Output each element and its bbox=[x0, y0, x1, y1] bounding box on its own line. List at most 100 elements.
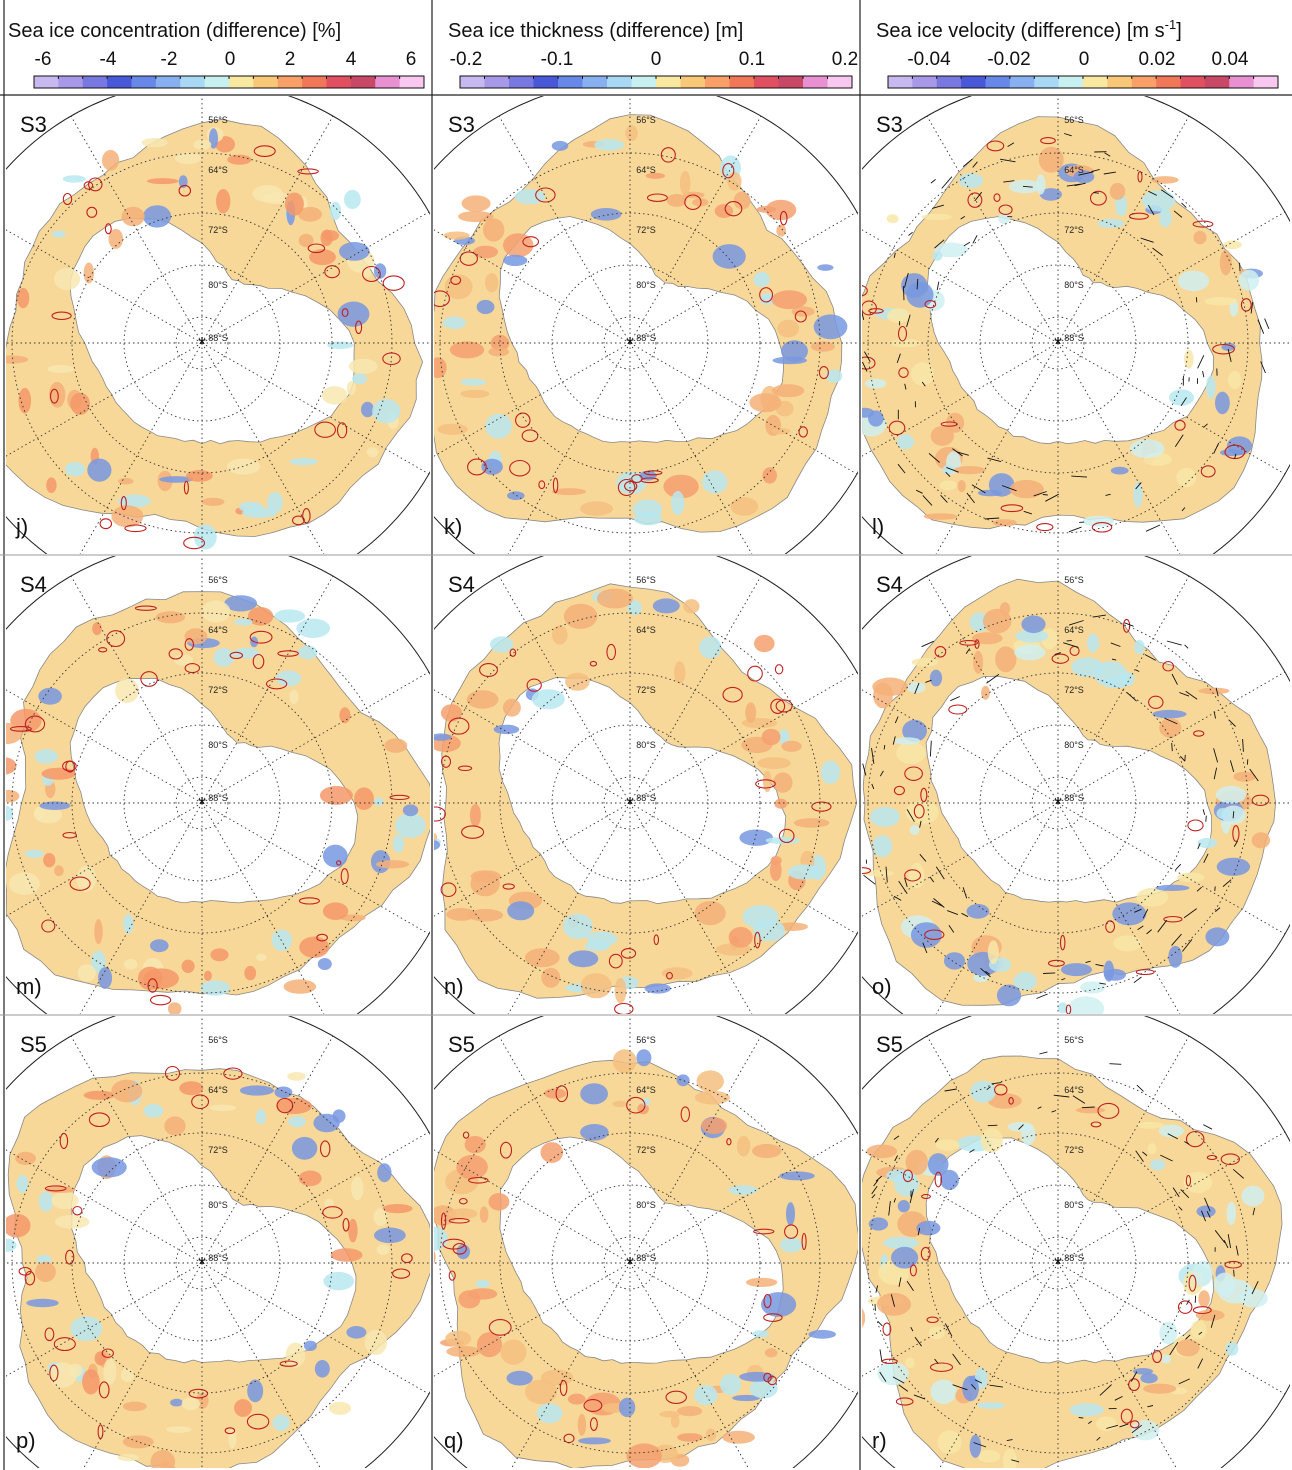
velocity-arrow bbox=[1202, 809, 1206, 816]
anomaly-patch bbox=[434, 733, 452, 741]
colorbar-swatch bbox=[1204, 76, 1230, 88]
latitude-label: 88°S bbox=[1064, 333, 1084, 343]
anomaly-patch bbox=[929, 669, 943, 687]
anomaly-patch bbox=[178, 175, 188, 189]
latitude-label: 80°S bbox=[636, 280, 656, 290]
velocity-arrow bbox=[1036, 993, 1048, 999]
latitude-label: 56°S bbox=[636, 115, 656, 125]
contour-line bbox=[778, 828, 795, 844]
velocity-arrow bbox=[1203, 423, 1208, 428]
latitude-ring bbox=[175, 776, 229, 830]
anomaly-patch bbox=[930, 1379, 957, 1405]
anomaly-patch bbox=[652, 598, 680, 614]
velocity-arrow bbox=[1078, 171, 1094, 176]
anomaly-patch bbox=[479, 1206, 489, 1223]
velocity-arrow bbox=[972, 235, 978, 244]
velocity-arrow bbox=[1210, 1314, 1216, 1328]
panel-letter: n) bbox=[444, 974, 464, 999]
velocity-arrow bbox=[892, 1376, 905, 1384]
anomaly-patch bbox=[762, 467, 777, 484]
contour-line bbox=[450, 275, 462, 285]
velocity-arrow bbox=[1235, 1245, 1239, 1256]
meridian-line bbox=[201, 342, 430, 475]
contour-line bbox=[1192, 1306, 1212, 1315]
colorbar-swatch bbox=[1229, 76, 1255, 88]
anomaly-patch bbox=[1159, 1321, 1178, 1345]
meridian-line bbox=[629, 342, 753, 554]
anomaly-patch bbox=[507, 491, 525, 501]
anomaly-patch bbox=[1220, 449, 1243, 457]
velocity-arrow bbox=[1227, 1234, 1232, 1249]
tick-label: 2 bbox=[285, 49, 296, 70]
contour-line bbox=[993, 193, 1001, 202]
meridian-line bbox=[935, 342, 1059, 554]
map-panel: * 56°S 64°S 72°S 80°S 88°S bbox=[6, 556, 430, 1014]
velocity-arrow bbox=[921, 640, 934, 648]
anomaly-patch bbox=[787, 864, 821, 880]
anomaly-patch bbox=[481, 458, 503, 475]
anomaly-patch bbox=[373, 1208, 388, 1226]
velocity-arrow bbox=[966, 492, 975, 504]
velocity-arrow bbox=[1063, 642, 1079, 648]
contour-line bbox=[1162, 661, 1175, 672]
velocity-arrow bbox=[1223, 1239, 1229, 1249]
contour-line bbox=[1163, 915, 1183, 923]
anomaly-patch bbox=[1140, 1373, 1158, 1384]
anomaly-patch bbox=[490, 636, 514, 653]
contour-line bbox=[49, 1364, 59, 1382]
latitude-label: 72°S bbox=[208, 685, 228, 695]
anomaly-patch bbox=[551, 140, 569, 151]
anomaly-patch bbox=[38, 1191, 54, 1212]
anomaly-patch bbox=[981, 685, 990, 700]
contour-line bbox=[640, 477, 659, 484]
contour-line bbox=[9, 726, 32, 732]
tick-label: 4 bbox=[346, 49, 357, 70]
contour-line bbox=[1224, 1260, 1242, 1269]
colorbar-swatch bbox=[729, 76, 755, 88]
contour-line bbox=[684, 194, 702, 210]
velocity-arrow bbox=[973, 1442, 987, 1448]
contour-line bbox=[920, 787, 928, 803]
meridian-line bbox=[201, 1035, 334, 1264]
meridian-line bbox=[434, 1262, 631, 1377]
contour-line bbox=[535, 187, 556, 203]
anomaly-patch bbox=[661, 967, 693, 980]
contour-line bbox=[191, 1094, 210, 1110]
anomaly-patch bbox=[596, 588, 633, 609]
latitude-label: 72°S bbox=[1064, 685, 1084, 695]
anomaly-patch bbox=[722, 1430, 755, 1444]
colorbar-swatch bbox=[509, 76, 534, 88]
velocity-arrow bbox=[1173, 210, 1183, 218]
latitude-label: 64°S bbox=[1064, 165, 1084, 175]
velocity-arrow bbox=[1131, 1424, 1143, 1434]
velocity-arrow bbox=[940, 494, 948, 503]
anomaly-patch bbox=[83, 1090, 116, 1100]
anomaly-patch bbox=[1233, 771, 1256, 782]
velocity-arrow bbox=[1233, 1269, 1235, 1277]
anomaly-patch bbox=[297, 645, 318, 660]
contour-line bbox=[1206, 1154, 1218, 1161]
anomaly-patch bbox=[502, 698, 521, 717]
anomaly-patch bbox=[1226, 1201, 1237, 1226]
anomaly-patch bbox=[705, 1428, 717, 1442]
anomaly-patch bbox=[992, 519, 1017, 527]
anomaly-patch bbox=[776, 224, 787, 237]
meridian-line bbox=[6, 229, 203, 344]
velocity-arrow bbox=[1180, 1189, 1190, 1199]
contour-line bbox=[994, 1084, 1008, 1096]
anomaly-patch bbox=[770, 859, 782, 882]
velocity-arrow bbox=[1042, 494, 1048, 496]
anomaly-patch bbox=[980, 1128, 1003, 1153]
anomaly-patch bbox=[757, 757, 791, 769]
velocity-arrow bbox=[1111, 658, 1117, 661]
velocity-arrow bbox=[936, 281, 940, 291]
velocity-arrow bbox=[928, 453, 940, 463]
latitude-label: 88°S bbox=[636, 333, 656, 343]
velocity-arrow bbox=[948, 925, 955, 933]
anomaly-patch bbox=[544, 1088, 567, 1099]
anomaly-patch bbox=[642, 1097, 651, 1106]
contour-line bbox=[1152, 1349, 1163, 1364]
anomaly-patch bbox=[536, 1403, 563, 1424]
anomaly-patch bbox=[98, 967, 113, 989]
contour-line bbox=[626, 1096, 646, 1114]
